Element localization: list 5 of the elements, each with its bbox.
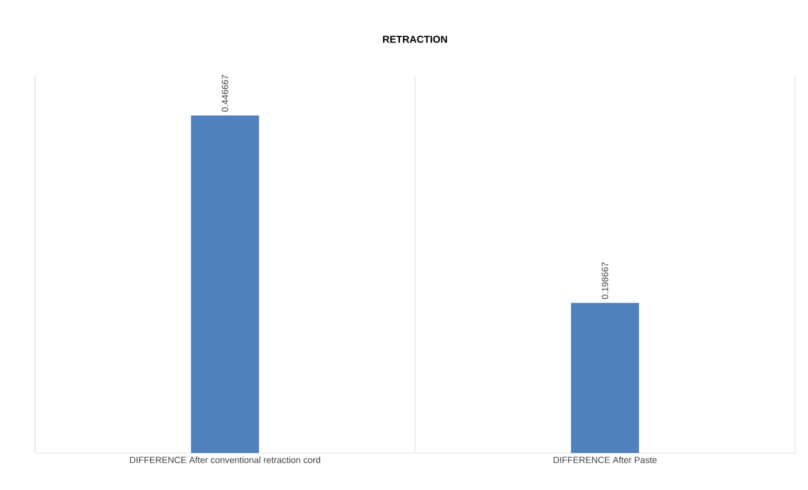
x-tick-label: DIFFERENCE After Paste xyxy=(554,456,657,464)
x-tick-label: DIFFERENCE After conventional retraction cord xyxy=(130,456,320,464)
chart-title: RETRACTION xyxy=(383,36,447,43)
data-label: 0.446667 xyxy=(222,75,228,112)
data-label: 0.198667 xyxy=(602,262,608,300)
